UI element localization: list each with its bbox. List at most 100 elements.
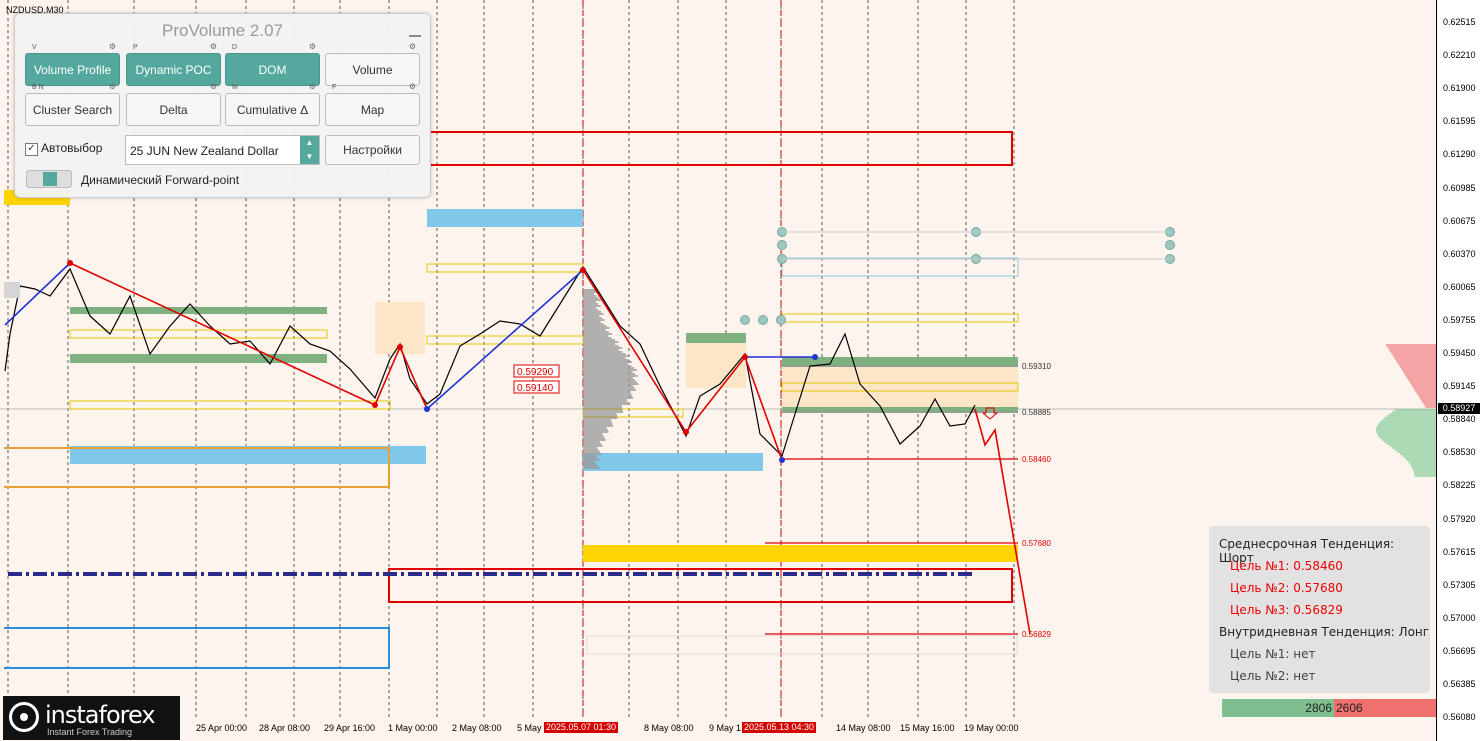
intra-target-2: Цель №2: нет (1230, 669, 1316, 683)
instaforex-logo: instaforex Instant Forex Trading (3, 696, 180, 740)
dom-button[interactable]: D ⚙ DOM (225, 42, 320, 86)
teal-marker (777, 240, 787, 250)
hotkey-label: P (133, 44, 138, 51)
pivot-dot (372, 402, 378, 408)
cumulative-delta-button[interactable]: M ⚙ Cumulative Δ (225, 82, 320, 126)
teal-marker (1165, 240, 1175, 250)
gear-icon[interactable]: ⚙ (408, 42, 416, 51)
price-axis[interactable]: 0.62515 0.62210 0.61900 0.61595 0.61290 0.609… (1436, 0, 1484, 741)
mid-target-2: Цель №2: 0.57680 (1230, 581, 1343, 595)
settings-button[interactable]: Настройки (325, 135, 420, 165)
gear-icon[interactable]: ⚙ (209, 42, 217, 51)
intra-target-1: Цель №1: нет (1230, 647, 1316, 661)
green-zone (782, 357, 1018, 367)
teal-marker (758, 315, 768, 325)
volume-profile-button[interactable]: V ⚙ Volume Profile (25, 42, 120, 86)
zigzag-red (582, 269, 783, 461)
time-tick: 29 Apr 16:00 (324, 723, 376, 733)
gear-icon[interactable]: ⚙ (108, 42, 116, 51)
hotkey-label: D (232, 44, 238, 51)
price-tick: 0.62515 (1443, 17, 1476, 27)
forecast-line (974, 408, 1031, 635)
price-tick: 0.56385 (1443, 679, 1476, 689)
hotkey-label: M (232, 84, 238, 91)
price-tick: 0.60675 (1443, 215, 1476, 226)
price-tick: 0.61290 (1443, 149, 1476, 160)
logo-tagline: Instant Forex Trading (47, 727, 133, 737)
price-tick: 0.57920 (1443, 513, 1476, 524)
pivot-dot (683, 429, 689, 435)
price-tick: 0.60985 (1443, 182, 1476, 193)
time-tick: 25 Apr 00:00 (196, 723, 248, 733)
target-level-label: 0.58885 (1022, 408, 1051, 417)
gear-icon[interactable]: ⚙ (108, 82, 116, 91)
chart-canvas[interactable]: 0.59310 0.58885 0.58460 0.57680 0.56829 0.592… (0, 0, 1436, 741)
minimize-icon[interactable] (409, 35, 421, 37)
price-tick: 0.60065 (1443, 281, 1476, 292)
autoselect-checkbox[interactable]: ✓ (25, 143, 38, 156)
red-box (388, 568, 1013, 603)
yellow-level (426, 263, 584, 273)
instrument-select[interactable]: 25 JUN New Zealand Dollar (125, 135, 320, 165)
time-badge-1: 2025.05.07 01:30 (544, 722, 619, 733)
gear-icon[interactable]: ⚙ (209, 82, 217, 91)
blue-zone (583, 453, 763, 471)
time-tick: 2 May 08:00 (452, 723, 502, 733)
chevron-down-icon[interactable]: ▼ (305, 152, 314, 161)
map-button[interactable]: F ⚙ Map (325, 82, 420, 126)
yellow-level (582, 408, 684, 418)
green-zone (70, 354, 327, 363)
price-tick: 0.59145 (1443, 381, 1476, 392)
price-tick: 0.57000 (1443, 612, 1476, 623)
yellow-level (69, 329, 328, 339)
yellow-level (781, 313, 1019, 323)
peach-zone (686, 343, 746, 388)
button-label: Map (360, 103, 385, 117)
gear-icon[interactable]: ⚙ (408, 82, 416, 91)
blue-zone (427, 209, 583, 227)
price-tag-label: 0.59290 (517, 367, 554, 378)
price-tick: 0.60370 (1443, 248, 1476, 259)
provolume-panel[interactable]: ProVolume 2.07 V ⚙ Volume Profile P ⚙ Dyna… (14, 13, 431, 198)
panel-title: ProVolume 2.07 (162, 21, 283, 40)
button-label: Cluster Search (32, 103, 113, 117)
cluster-search-button[interactable]: B N ⚙ Cluster Search (25, 82, 120, 126)
button-label: Volume Profile (33, 63, 112, 77)
price-tick: 0.56695 (1443, 645, 1476, 656)
gear-icon[interactable]: ⚙ (308, 42, 316, 51)
sell-volume-bar: 2606 (1334, 699, 1436, 717)
chevron-up-icon[interactable]: ▲ (305, 138, 314, 147)
price-tick: 0.59450 (1443, 348, 1476, 358)
intra-trend-title: Внутридневная Тенденция: Лонг (1219, 625, 1430, 639)
gear-icon[interactable]: ⚙ (308, 82, 316, 91)
price-tag-box (513, 380, 560, 394)
price-tick: 0.61595 (1443, 116, 1476, 127)
time-badge-2: 2025.05.13 04:30 (742, 722, 817, 733)
button-label: Delta (159, 103, 188, 117)
toggle-knob (43, 172, 57, 186)
forward-point-toggle[interactable] (26, 170, 72, 188)
button-label: Volume (352, 63, 393, 77)
volume-button[interactable]: ⚙ Volume (325, 42, 420, 86)
price-tick: 0.58225 (1443, 480, 1476, 491)
pivot-dot (397, 344, 403, 350)
orange-frame (4, 447, 390, 488)
dynamic-poc-button[interactable]: P ⚙ Dynamic POC (126, 42, 221, 86)
logo-name: instaforex (45, 701, 156, 729)
scroll-handle (4, 282, 20, 298)
instrument-spinner[interactable]: ▲ ▼ (300, 136, 319, 164)
forward-point-label: Динамический Forward-point (81, 173, 240, 187)
trend-info-box: Среднесрочная Тенденция: Шорт Цель №1: 0… (1209, 526, 1430, 693)
button-label: DOM (258, 63, 287, 77)
button-label: Cumulative Δ (236, 103, 309, 117)
price-tick: 0.58530 (1443, 447, 1476, 458)
hotkey-label: F (332, 84, 337, 91)
delta-button[interactable]: ⚙ Delta (126, 82, 221, 126)
price-tick: 0.58840 (1443, 414, 1476, 425)
price-tag-box (513, 364, 560, 378)
price-tick: 0.61900 (1443, 83, 1476, 94)
red-box (429, 131, 1013, 166)
target-level-label: 0.58460 (1022, 455, 1051, 464)
gray-level (586, 635, 1018, 655)
time-tick: 8 May 08:00 (644, 723, 694, 733)
